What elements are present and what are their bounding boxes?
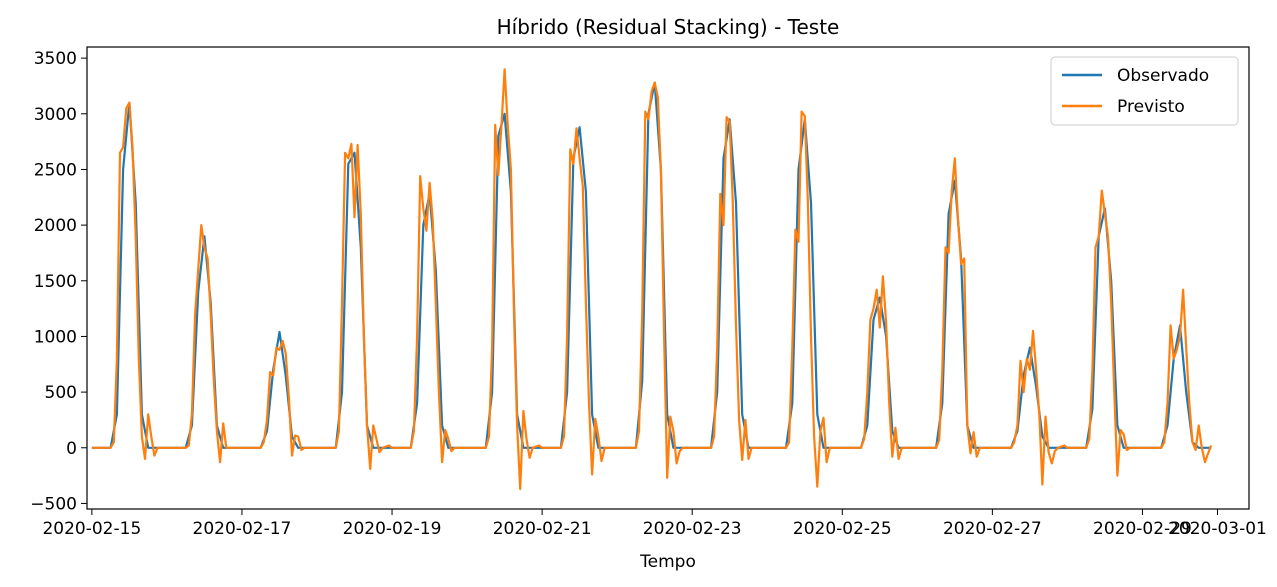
series-layer [91,68,1213,491]
y-tick-label: −500 [30,494,77,514]
legend-label-observado: Observado [1117,66,1209,86]
x-tick-label: 2020-03-01 [1168,519,1267,539]
x-tick-label: 2020-02-17 [193,519,292,539]
y-tick-label: 2000 [34,216,77,236]
x-tick-label: 2020-02-19 [343,519,442,539]
x-tick-label: 2020-02-27 [943,519,1042,539]
y-tick-label: 3000 [34,105,77,125]
plot-area [86,46,1250,510]
axes-frame [86,46,1250,510]
y-tick-label: 3500 [34,49,77,69]
x-axis: 2020-02-15 2020-02-17 2020-02-19 2020-02-21… [42,509,1267,539]
y-axis: −500 0 500 1000 1500 2000 2500 3000 3500 [30,49,87,514]
series-line-observado [91,81,1212,449]
y-tick-label: 1500 [34,272,77,292]
series-line-previsto [91,68,1213,491]
x-tick-label: 2020-02-23 [643,519,742,539]
x-tick-label: 2020-02-29 [1093,519,1192,539]
y-tick-label: 1000 [34,327,77,347]
y-tick-label: 500 [45,383,77,403]
x-axis-title: Tempo [639,552,696,572]
legend-label-previsto: Previsto [1117,97,1185,117]
y-tick-label: 0 [66,439,77,459]
y-tick-label: 2500 [34,160,77,180]
x-tick-label: 2020-02-25 [793,519,892,539]
legend: Observado Previsto [1050,56,1239,126]
x-tick-label: 2020-02-21 [493,519,592,539]
x-tick-label: 2020-02-15 [42,519,141,539]
chart-title: Híbrido (Residual Stacking) - Teste [497,15,840,39]
